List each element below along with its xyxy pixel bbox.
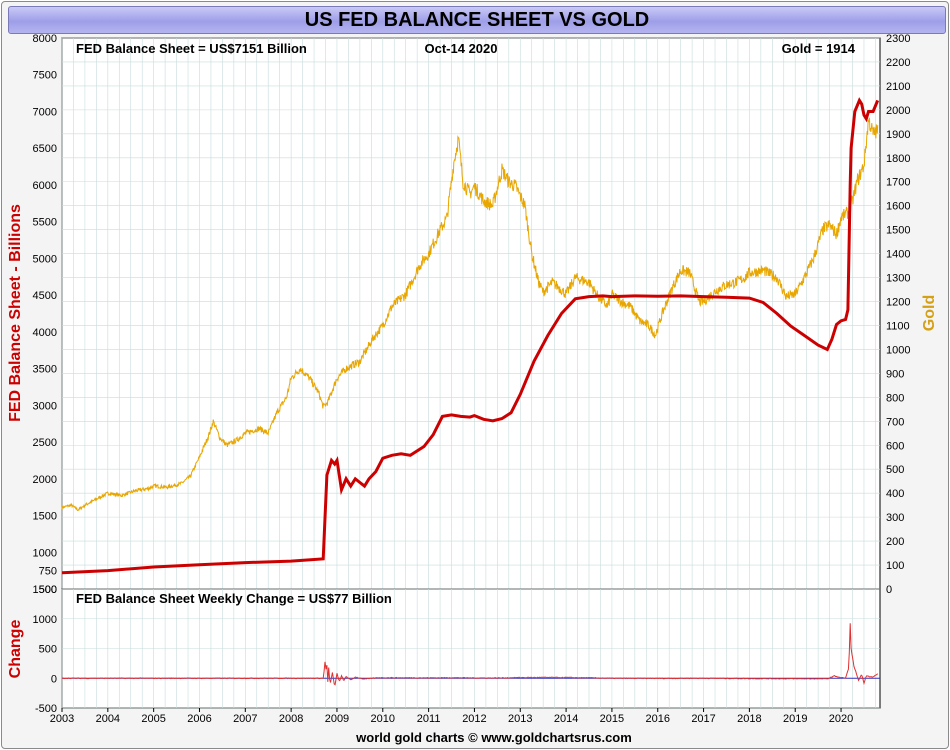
x-tick-label: 2011 (417, 713, 441, 725)
left-axis-label: FED Balance Sheet - Billions (7, 204, 24, 422)
right-tick-label: 1300 (886, 273, 910, 285)
right-axis-label: Gold (921, 295, 938, 331)
right-tick-label: 600 (886, 440, 904, 452)
right-tick-label: 1400 (886, 249, 910, 261)
left-tick-label: 750 (39, 566, 57, 578)
x-tick-label: 2014 (554, 713, 578, 725)
left-tick-label: 4500 (33, 290, 57, 302)
right-tick-label: 100 (886, 560, 904, 572)
right-tick-label: 900 (886, 368, 904, 380)
right-tick-label: 800 (886, 392, 904, 404)
x-tick-label: 2017 (691, 713, 715, 725)
right-tick-label: 1500 (886, 225, 910, 237)
change-tick-label: 1000 (33, 614, 57, 626)
left-tick-label: 5500 (33, 217, 57, 229)
left-tick-label: 3000 (33, 400, 57, 412)
right-tick-label: 1600 (886, 201, 910, 213)
x-tick-label: 2004 (96, 713, 120, 725)
x-tick-label: 2019 (783, 713, 807, 725)
x-tick-label: 2003 (50, 713, 74, 725)
left-tick-label: 7500 (33, 70, 57, 82)
right-tick-label: 500 (886, 464, 904, 476)
right-tick-label: 400 (886, 488, 904, 500)
x-tick-label: 2020 (829, 713, 853, 725)
change-tick-label: 0 (51, 673, 57, 685)
left-tick-label: 7000 (33, 106, 57, 118)
left-tick-label: 6500 (33, 143, 57, 155)
right-tick-label: 1900 (886, 129, 910, 141)
left-tick-label: 3500 (33, 364, 57, 376)
right-tick-label: 700 (886, 416, 904, 428)
right-tick-label: 2000 (886, 105, 910, 117)
lower-axis-ticks: -500 0 500 1000 1500 (33, 584, 57, 715)
left-tick-label: 4000 (33, 327, 57, 339)
right-tick-label: 1200 (886, 297, 910, 309)
x-axis-ticks: 2003 2004 2005 2006 2007 2008 2009 2010 2011 2012… (50, 708, 853, 725)
left-tick-label: 1000 (33, 547, 57, 559)
x-tick-label: 2009 (325, 713, 349, 725)
x-tick-label: 2012 (462, 713, 486, 725)
x-tick-label: 2008 (279, 713, 303, 725)
right-tick-label: 300 (886, 512, 904, 524)
left-tick-label: 500 (39, 584, 57, 596)
x-tick-label: 2013 (508, 713, 532, 725)
right-tick-label: 200 (886, 536, 904, 548)
left-tick-label: 2000 (33, 474, 57, 486)
x-tick-label: 2005 (141, 713, 165, 725)
gold-price-line (61, 117, 879, 512)
change-tick-label: -500 (35, 703, 57, 715)
x-tick-label: 2018 (737, 713, 761, 725)
x-tick-label: 2006 (187, 713, 211, 725)
upper-plot-area (61, 37, 881, 590)
right-axis-ticks: 0 100 200 300 400 500 600 700 800 900 1000 1100 1200… (886, 33, 910, 596)
left-tick-label: 1500 (33, 511, 57, 523)
right-tick-label: 2100 (886, 81, 910, 93)
x-tick-label: 2007 (233, 713, 257, 725)
footer-credit: world gold charts © www.goldchartsrus.co… (355, 730, 632, 745)
right-tick-label: 2300 (886, 33, 910, 45)
x-tick-label: 2015 (600, 713, 624, 725)
weekly-change-line (61, 623, 879, 686)
left-tick-label: 8000 (33, 33, 57, 45)
right-tick-label: 1000 (886, 344, 910, 356)
change-annotation: FED Balance Sheet Weekly Change = US$77 … (76, 591, 392, 606)
left-tick-label: 2500 (33, 437, 57, 449)
left-tick-label: 6000 (33, 180, 57, 192)
right-tick-label: 2200 (886, 57, 910, 69)
chart-title: US FED BALANCE SHEET VS GOLD (8, 6, 946, 34)
fed-balance-line (61, 97, 880, 575)
left-tick-label: 5000 (33, 253, 57, 265)
x-tick-label: 2016 (646, 713, 670, 725)
x-tick-label: 2010 (371, 713, 395, 725)
right-tick-label: 0 (886, 584, 892, 596)
fed-annotation: FED Balance Sheet = US$7151 Billion (76, 41, 307, 56)
change-tick-label: 1500 (33, 584, 57, 596)
gold-annotation: Gold = 1914 (782, 41, 856, 56)
right-tick-label: 1100 (886, 320, 910, 332)
right-tick-label: 1800 (886, 153, 910, 165)
change-axis-label: Change (7, 620, 24, 679)
right-tick-label: 1700 (886, 177, 910, 189)
date-annotation: Oct-14 2020 (425, 41, 498, 56)
change-tick-label: 500 (39, 644, 57, 656)
left-axis-ticks: 500 750 1000 1500 2000 2500 3000 3500 4000 4500 50… (33, 33, 57, 596)
